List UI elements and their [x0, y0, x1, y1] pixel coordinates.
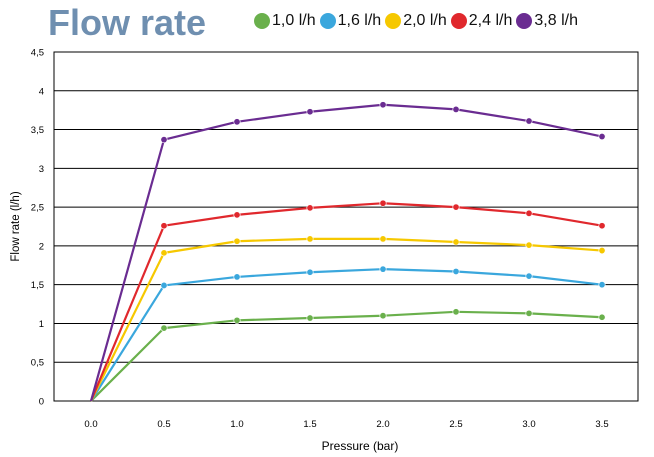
data-point [233, 316, 241, 324]
x-tick-label: 2.5 [449, 419, 462, 430]
data-point [525, 209, 533, 217]
data-point [379, 199, 387, 207]
series-line [90, 268, 603, 402]
data-point [233, 273, 241, 281]
data-point [525, 117, 533, 125]
y-tick-label: 3,5 [31, 125, 44, 136]
x-tick-label: 3.0 [522, 419, 535, 430]
x-tick-label: 1.0 [230, 419, 243, 430]
x-tick-label: 0.5 [157, 419, 170, 430]
y-tick-label: 0 [39, 397, 44, 408]
data-point [598, 313, 606, 321]
legend-swatch-icon [254, 13, 270, 29]
data-point [452, 203, 460, 211]
y-tick-label: 1 [39, 319, 44, 330]
y-axis-label: Flow rate (l/h) [10, 191, 22, 261]
legend-item: 2,4 l/h [450, 12, 513, 30]
data-point [379, 235, 387, 243]
legend-label: 2,0 l/h [403, 12, 447, 29]
data-point [525, 241, 533, 249]
y-tick-label: 0,5 [31, 358, 44, 369]
legend-swatch-icon [385, 13, 402, 29]
legend-label: 3,8 l/h [534, 12, 578, 29]
y-tick-label: 2 [39, 241, 44, 252]
legend-item: 2,0 l/h [385, 12, 447, 30]
data-point [452, 267, 460, 275]
legend-swatch-icon [516, 13, 533, 29]
data-point [306, 268, 314, 276]
data-point [233, 118, 241, 126]
series-line [90, 237, 603, 402]
data-point [598, 222, 606, 230]
x-tick-label: 2.0 [376, 419, 389, 430]
y-tick-label: 1,5 [31, 280, 44, 291]
data-point [525, 309, 533, 317]
data-point [452, 238, 460, 246]
x-tick-label: 0.0 [84, 419, 97, 430]
data-point [160, 249, 168, 257]
data-point [233, 211, 241, 219]
data-point [233, 237, 241, 245]
data-point [452, 308, 460, 316]
plot-frame [53, 51, 639, 402]
data-point [379, 101, 387, 109]
x-axis-label: Pressure (bar) [322, 439, 399, 453]
data-point [160, 324, 168, 332]
x-tick-label: 1.5 [303, 419, 316, 430]
y-tick-label: 2,5 [31, 203, 44, 214]
data-point [452, 105, 460, 113]
data-point [598, 133, 606, 141]
legend-swatch-icon [450, 13, 467, 29]
series-line [89, 103, 603, 402]
y-tick-label: 3 [39, 164, 44, 175]
legend-swatch-icon [319, 13, 336, 29]
data-point [306, 235, 314, 243]
series-line [90, 310, 603, 402]
y-tick-label: 4,5 [31, 48, 44, 59]
legend-item: 1,6 l/h [319, 12, 382, 30]
data-point [598, 281, 606, 289]
legend-label: 1,6 l/h [337, 12, 382, 29]
data-point [379, 312, 387, 320]
legend-item: 3,8 l/h [516, 12, 578, 30]
legend-label: 2,4 l/h [468, 12, 513, 29]
data-point [160, 222, 168, 230]
data-point [306, 314, 314, 322]
y-tick-label: 4 [39, 86, 44, 97]
legend-item: 1,0 l/h [254, 12, 316, 30]
data-point [525, 272, 533, 280]
x-tick-label: 3.5 [595, 419, 608, 430]
data-point [379, 265, 387, 273]
data-point [160, 136, 168, 144]
chart-legend: 1,0 l/h 1,6 l/h 2,0 l/h 2,4 l/h 3,8 l/h [254, 12, 582, 30]
legend-label: 1,0 l/h [272, 12, 316, 29]
series-line [89, 202, 603, 402]
chart-title: Flow rate [48, 2, 207, 43]
data-point [598, 247, 606, 255]
data-point [306, 108, 314, 116]
data-point [306, 204, 314, 212]
data-point [160, 281, 168, 289]
